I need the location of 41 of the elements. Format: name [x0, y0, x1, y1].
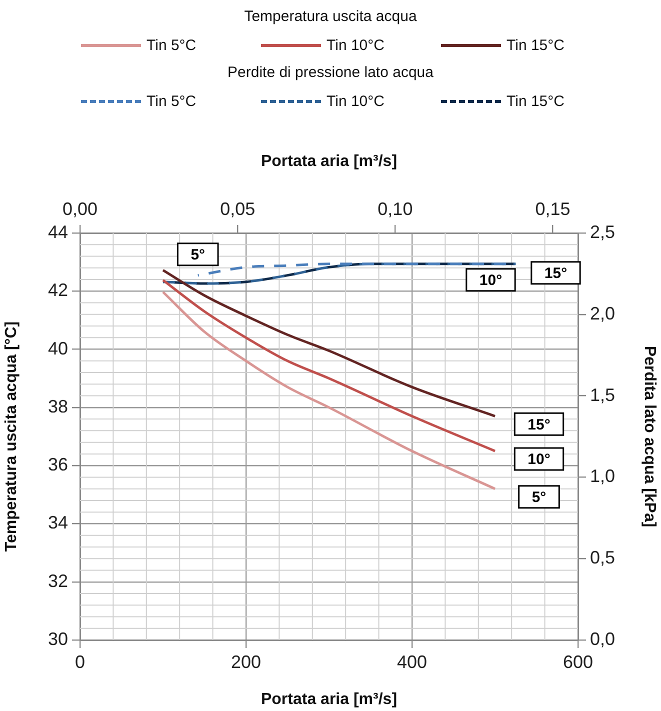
x2-tick-label: 0,00 [62, 199, 98, 220]
x2-tick-label: 0,10 [378, 199, 413, 220]
annotation: 15° [544, 265, 568, 282]
annotation: 5° [532, 488, 546, 506]
line-series [162, 290, 496, 490]
legend-label: Tin 10°C [326, 36, 384, 54]
y-tick-label: 32 [48, 570, 68, 591]
annotation: 15° [528, 416, 550, 434]
x2-axis-title: Portata aria [m³/s] [260, 153, 398, 170]
y2-tick-label: 0,0 [590, 628, 616, 649]
x-tick-label: 200 [230, 652, 262, 672]
y-tick-label: 44 [48, 222, 68, 242]
annotation: 5° [190, 246, 206, 264]
x-axis-title: Portata aria [m³/s] [260, 690, 398, 708]
y2-axis-title: Perdita lato acqua [kPa] [640, 346, 658, 528]
y2-tick-label: 1,0 [590, 466, 616, 486]
text: Temperatura uscita acqua [244, 8, 417, 25]
legend-label: Tin 10°C [326, 92, 384, 110]
y-tick-label: 34 [48, 512, 68, 533]
x2-tick-label: 0,05 [220, 199, 256, 220]
y-tick-label: 42 [48, 280, 68, 300]
text: Perdite di pressione lato acqua [228, 64, 434, 81]
legend-label: Tin 5°C [146, 36, 196, 54]
y-tick-label: 40 [48, 338, 68, 358]
legend-label: Tin 15°C [506, 92, 564, 110]
x-tick-label: 600 [562, 652, 594, 672]
x-tick-label: 400 [396, 652, 428, 672]
y2-tick-label: 0,5 [590, 548, 616, 568]
annotation: 10° [479, 272, 502, 290]
y-tick-label: 38 [48, 396, 68, 416]
y2-tick-label: 2,5 [590, 222, 616, 242]
y-tick-label: 36 [48, 454, 68, 475]
y-tick-label: 30 [48, 628, 68, 649]
legend-label: Tin 15°C [506, 36, 564, 54]
y-axis-title: Temperatura uscita acqua [°C] [3, 321, 20, 552]
x2-tick-label: 0,15 [535, 199, 570, 220]
y2-tick-label: 1,5 [590, 384, 616, 405]
legend-label: Tin 5°C [146, 92, 196, 110]
annotation: 10° [528, 451, 550, 468]
x-tick-label: 0 [74, 652, 86, 672]
y2-tick-label: 2,0 [590, 303, 616, 324]
